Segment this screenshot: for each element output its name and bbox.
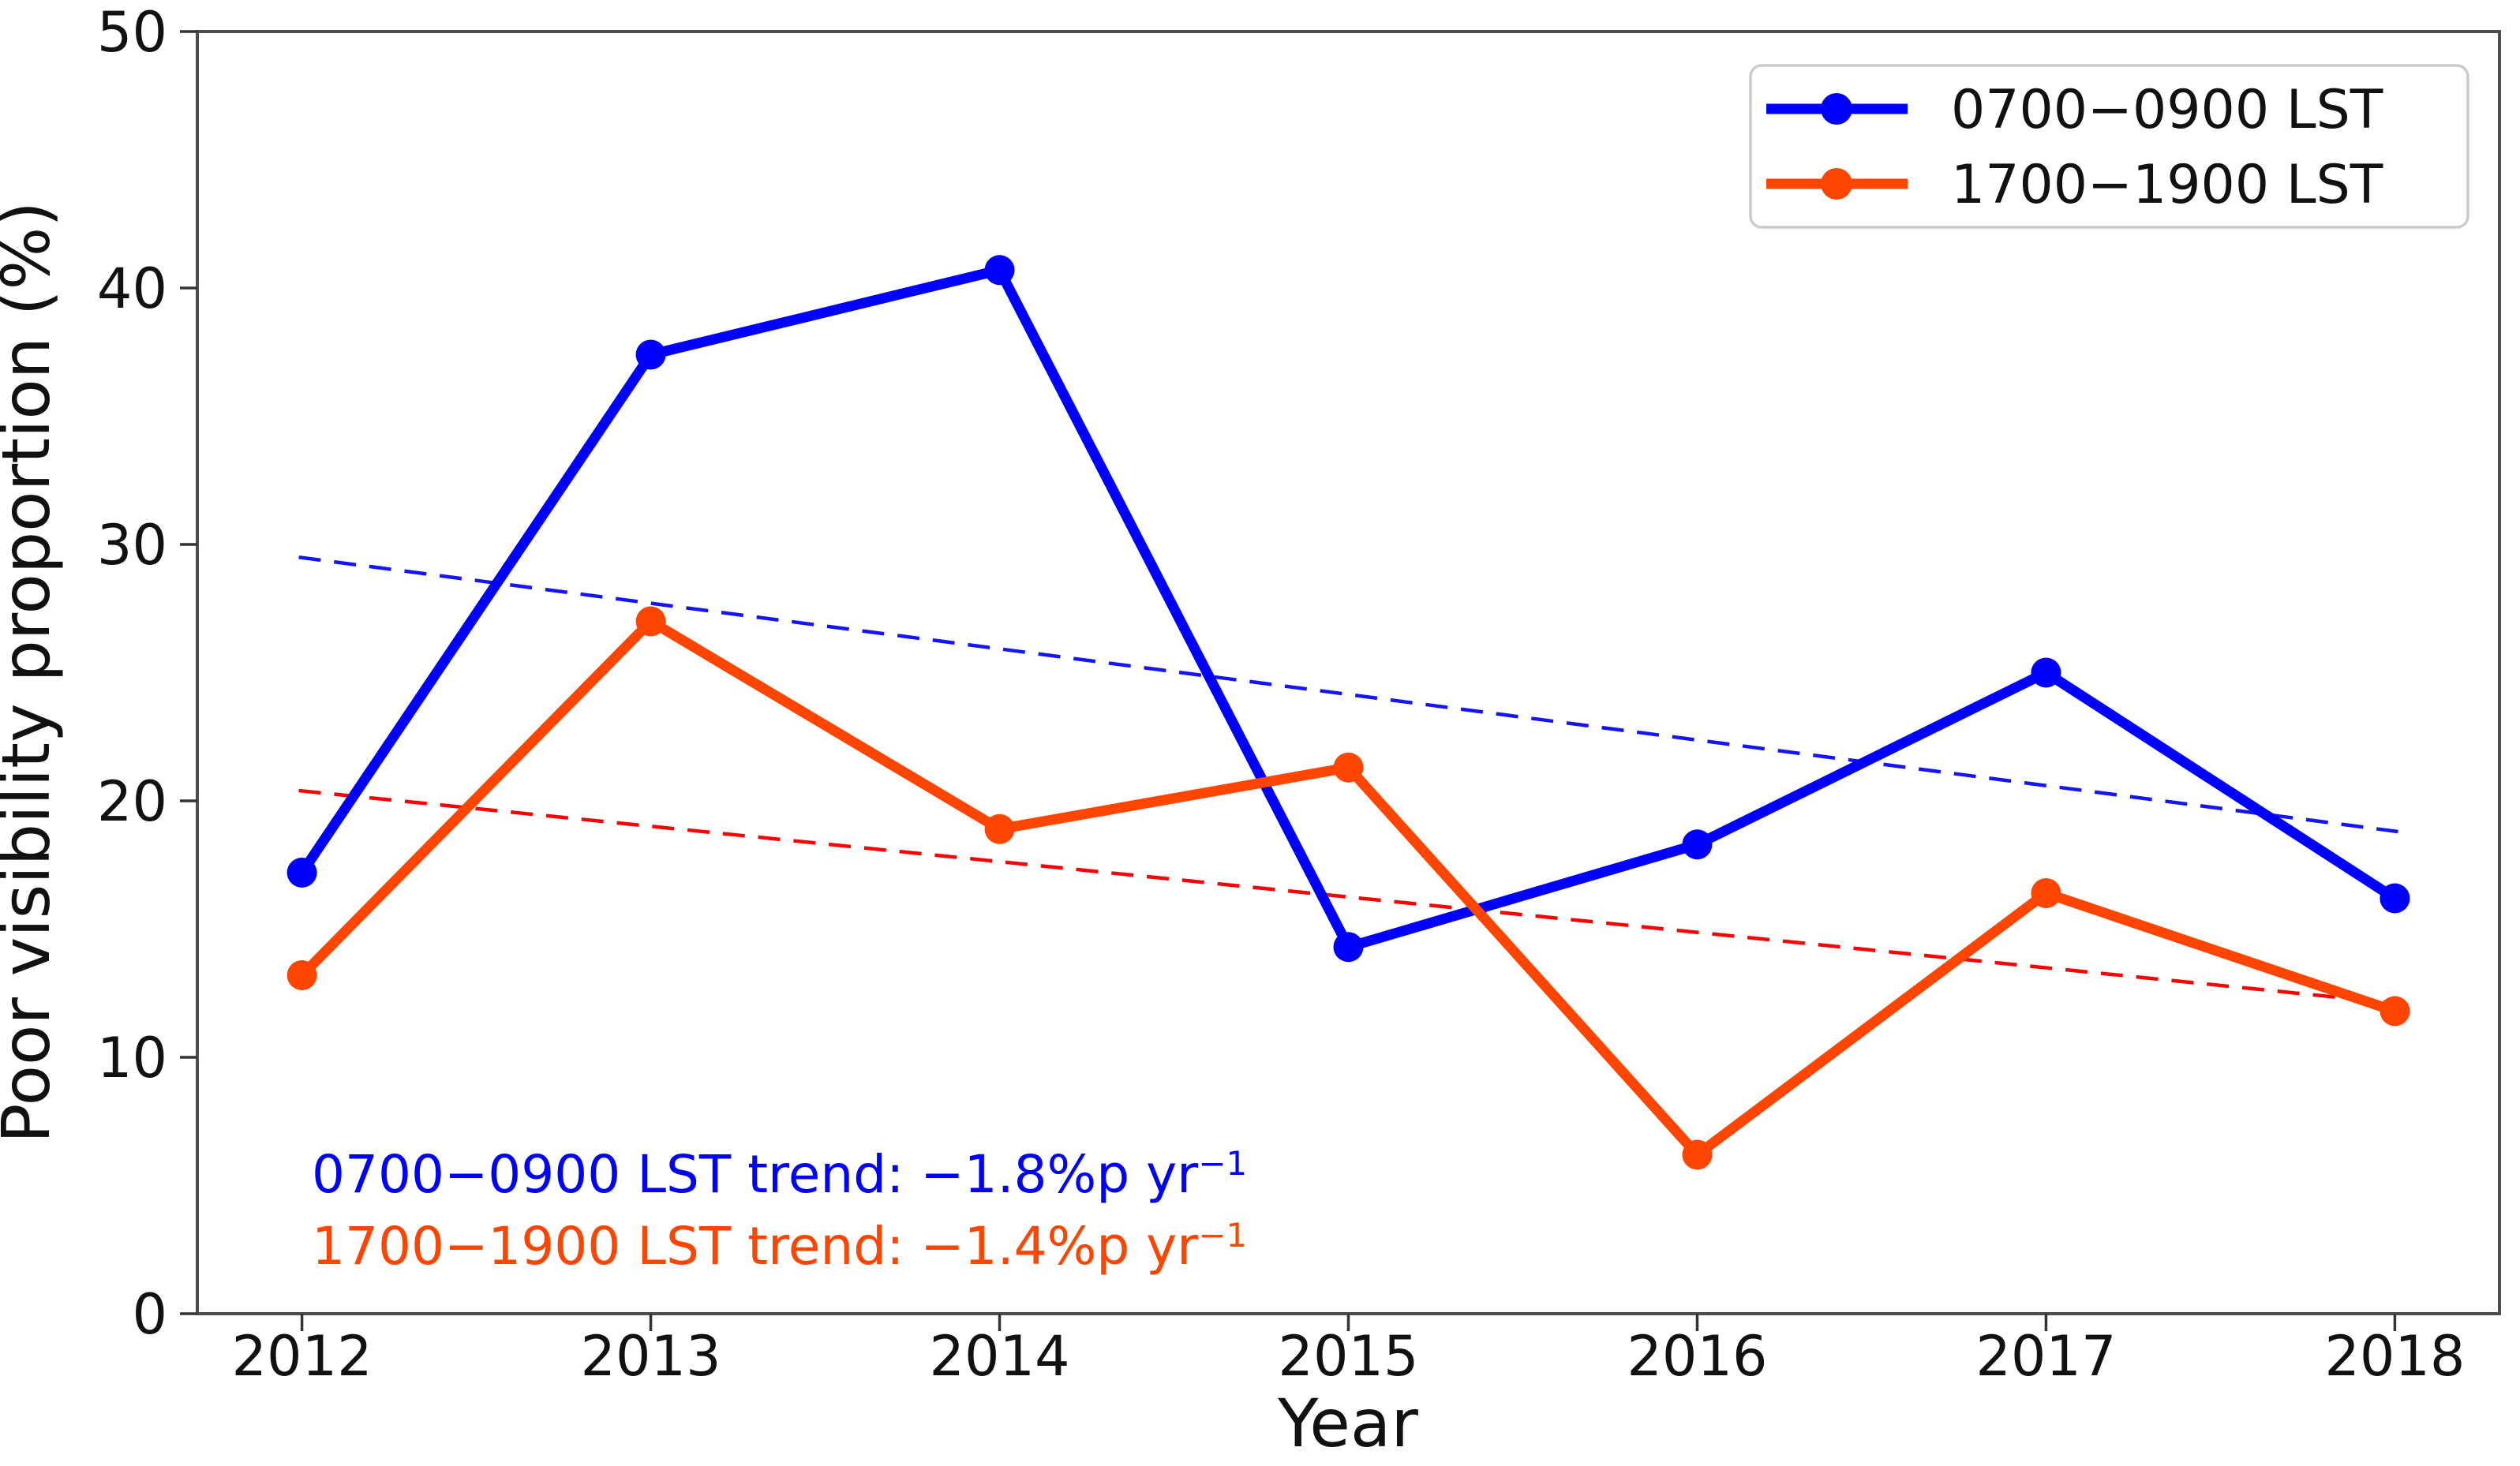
data-series-group — [286, 255, 2410, 1170]
data-point-evening-2015 — [1333, 752, 1364, 783]
legend-label-evening: 1700−1900 LST — [1951, 154, 2383, 216]
y-axis-ticks-group: 0 10 20 30 40 50 — [97, 0, 197, 1347]
data-point-morning-2015 — [1333, 932, 1364, 963]
data-point-morning-2012 — [286, 858, 317, 888]
legend-box — [1749, 64, 2469, 229]
data-point-evening-2013 — [635, 606, 666, 637]
y-tick-label-0: 0 — [132, 1282, 167, 1347]
data-point-evening-2012 — [286, 960, 317, 990]
data-point-evening-2017 — [2031, 878, 2061, 908]
legend: 0700−0900 LST 1700−1900 LST — [1749, 64, 2469, 229]
x-tick-label-2016: 2016 — [1627, 1324, 1767, 1389]
x-tick-label-2015: 2015 — [1278, 1324, 1418, 1389]
y-tick-label-30: 30 — [97, 513, 167, 578]
x-tick-label-2012: 2012 — [232, 1324, 373, 1389]
series-line-evening — [297, 616, 2400, 1160]
x-axis-title: Year — [1277, 1385, 1418, 1462]
data-point-evening-2014 — [984, 813, 1015, 844]
data-point-morning-2017 — [2031, 657, 2061, 688]
data-point-morning-2014 — [984, 255, 1015, 286]
y-tick-label-40: 40 — [97, 256, 167, 321]
data-point-evening-2016 — [1682, 1139, 1713, 1170]
x-tick-label-2013: 2013 — [580, 1324, 721, 1389]
annotation-morning-trend: 0700−0900 LST trend: −1.8%p yr−1 — [312, 1144, 1247, 1205]
legend-marker-morning-icon — [1821, 93, 1852, 125]
x-axis-ticks-group: 2012 2013 2014 2015 2016 2017 2018 — [232, 1314, 2465, 1389]
data-point-morning-2016 — [1682, 829, 1713, 860]
x-tick-label-2018: 2018 — [2324, 1324, 2465, 1389]
legend-marker-evening-icon — [1821, 168, 1852, 200]
data-point-morning-2018 — [2380, 883, 2410, 914]
x-tick-label-2017: 2017 — [1975, 1324, 2116, 1389]
legend-label-morning: 0700−0900 LST — [1951, 79, 2383, 141]
series-line-morning — [297, 264, 2400, 952]
y-tick-label-10: 10 — [97, 1026, 167, 1090]
y-axis-title: Poor visibility proportion (%) — [0, 201, 65, 1143]
y-tick-label-50: 50 — [97, 0, 167, 65]
x-tick-label-2014: 2014 — [929, 1324, 1069, 1389]
data-point-evening-2018 — [2380, 996, 2410, 1027]
data-point-morning-2013 — [635, 339, 666, 370]
trend-lines-group — [298, 555, 2398, 1005]
trend-line-evening — [298, 788, 2398, 1005]
annotation-evening-trend: 1700−1900 LST trend: −1.4%p yr−1 — [312, 1216, 1247, 1277]
y-tick-label-20: 20 — [97, 769, 167, 834]
